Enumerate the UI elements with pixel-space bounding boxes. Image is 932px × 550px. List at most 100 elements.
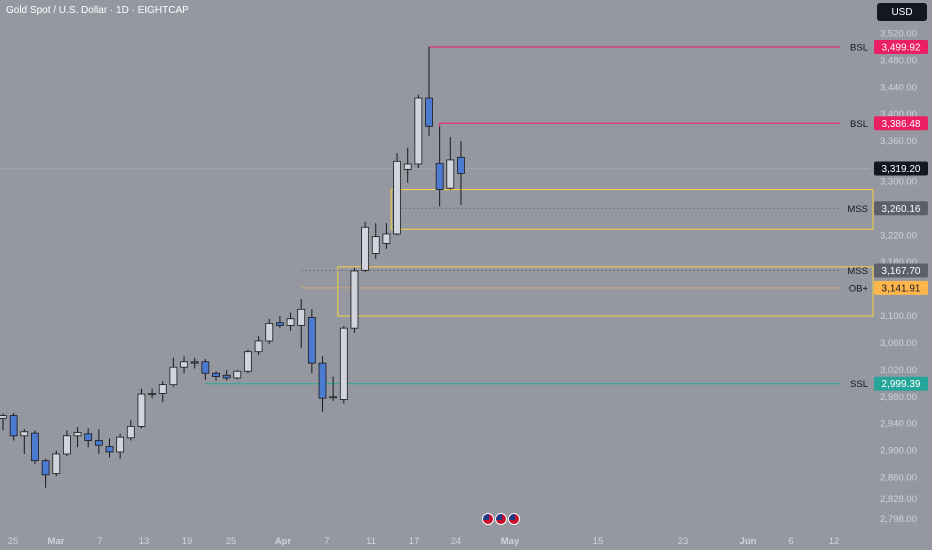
candle-body <box>307 316 316 364</box>
level-label: SSL <box>850 379 868 390</box>
candle-body <box>20 431 29 437</box>
candle-body <box>435 162 444 190</box>
candle-body <box>190 361 199 364</box>
candle-body <box>148 393 157 395</box>
candle-body <box>275 322 284 326</box>
time-tick-label: May <box>501 536 520 547</box>
candle-body <box>94 440 103 446</box>
time-tick-label: 13 <box>139 536 150 547</box>
time-tick-label: Apr <box>275 536 292 547</box>
candle-body <box>105 446 114 453</box>
time-tick-label: Mar <box>48 536 65 547</box>
price-tag-layer: 3,499.92 3,386.48 3,260.16 3,167.70 3,141.91… <box>874 39 928 391</box>
zone-layer <box>337 189 874 317</box>
level-label: MSS <box>847 204 868 215</box>
candle-body <box>41 460 50 476</box>
price-tick-label: 3,180.00 <box>880 257 917 268</box>
candle-body <box>403 163 412 170</box>
level-price-tag-text: 3,141.91 <box>882 283 921 294</box>
candle-body <box>116 436 125 453</box>
candle-body <box>286 318 295 326</box>
time-tick-label: 17 <box>409 536 420 547</box>
candle-body <box>137 393 146 427</box>
us-flag-icon[interactable] <box>482 513 494 525</box>
candle-body <box>31 432 39 462</box>
time-tick-label: 11 <box>366 536 376 547</box>
price-tick-label: 3,300.00 <box>880 176 917 187</box>
candle-body <box>233 370 242 379</box>
time-tick-label: 19 <box>182 536 193 547</box>
candle-body <box>126 425 135 439</box>
candle-body <box>425 97 433 127</box>
candle-body <box>361 226 370 271</box>
level-label: MSS <box>847 266 868 277</box>
candle-body <box>457 156 465 174</box>
candle-body <box>158 384 167 394</box>
price-tick-label: 2,980.00 <box>880 392 917 403</box>
price-tick-label: 3,480.00 <box>880 55 917 66</box>
time-tick-label: 12 <box>829 536 840 547</box>
price-tick-label: 3,360.00 <box>880 136 917 147</box>
time-tick-label: 25 <box>226 536 237 547</box>
candle-body <box>244 351 252 372</box>
price-tick-label: 3,440.00 <box>880 82 917 93</box>
price-tick-label: 3,020.00 <box>880 365 917 376</box>
level-price-tag-text: 3,499.92 <box>882 42 921 53</box>
price-tick-label: 2,798.00 <box>880 514 917 525</box>
candle-body <box>0 415 7 419</box>
time-axis[interactable]: 25 Mar 7 13 19 25 Apr 7 11 17 24 May 15 23 Jun 6 12 <box>8 536 840 547</box>
level-label: BSL <box>850 42 868 53</box>
level-price-tag-text: 2,999.39 <box>882 379 921 390</box>
time-tick-label: 24 <box>451 536 462 547</box>
level-price-tag <box>874 39 928 54</box>
level-label: BSL <box>850 119 868 130</box>
candle-body <box>329 396 338 399</box>
candle-body <box>318 362 327 399</box>
candle-body <box>339 327 348 400</box>
event-flags[interactable] <box>482 513 520 525</box>
candle-body <box>371 236 380 254</box>
candle-body <box>212 372 220 377</box>
level-price-tag <box>874 201 928 216</box>
candle-body <box>350 270 359 329</box>
price-tick-label: 2,940.00 <box>880 419 917 430</box>
time-tick-label: 15 <box>593 536 604 547</box>
candle-body <box>446 159 455 189</box>
current-price-tag-text: 3,319.20 <box>882 164 921 175</box>
currency-button[interactable]: USD <box>877 3 927 21</box>
candle-body <box>52 453 61 474</box>
level-label: OB+ <box>849 283 869 294</box>
level-price-tag <box>874 376 928 391</box>
price-tick-label: 2,900.00 <box>880 446 917 457</box>
candle-body <box>73 432 82 437</box>
fvg-zone <box>337 266 874 317</box>
price-tick-label: 3,100.00 <box>880 311 917 322</box>
candle-body <box>265 323 274 342</box>
candle-body <box>382 233 391 244</box>
current-price-tag <box>874 161 928 176</box>
candle-body <box>180 361 188 368</box>
level-price-tag <box>874 280 928 295</box>
price-tick-label: 3,220.00 <box>880 230 917 241</box>
price-tick-label: 3,400.00 <box>880 109 917 120</box>
level-price-tag <box>874 116 928 131</box>
candle-body <box>393 160 401 235</box>
candle-body <box>84 433 93 441</box>
level-layer: BSL BSL MSS MSS OB+ SSL <box>0 42 870 390</box>
candle-body <box>201 361 210 374</box>
us-flag-icon[interactable] <box>508 513 520 525</box>
fvg-zone <box>390 189 874 230</box>
price-tick-label: 2,860.00 <box>880 473 917 484</box>
price-tick-label: 2,828.00 <box>880 494 917 505</box>
time-tick-label: 23 <box>678 536 689 547</box>
candle-body <box>63 435 71 455</box>
candle-body <box>254 340 263 353</box>
time-tick-label: 7 <box>97 536 102 547</box>
time-tick-label: 25 <box>8 536 19 547</box>
candle-body <box>414 97 423 165</box>
level-price-tag <box>874 263 928 278</box>
time-tick-label: Jun <box>740 536 757 547</box>
candle-body <box>169 366 178 386</box>
us-flag-icon[interactable] <box>495 513 507 525</box>
